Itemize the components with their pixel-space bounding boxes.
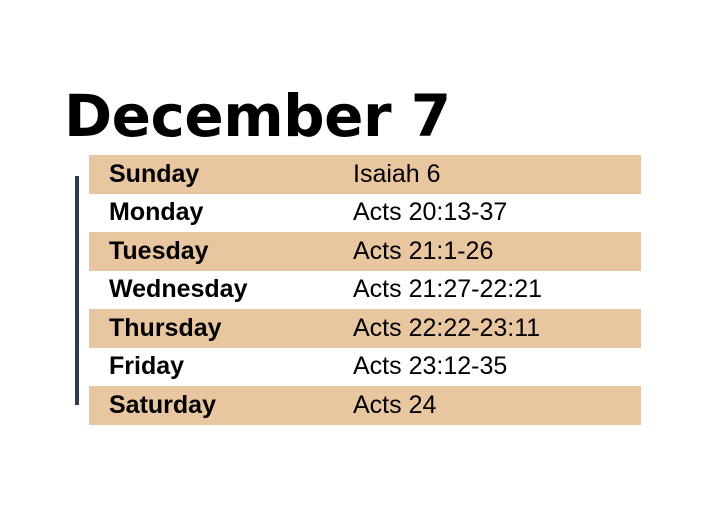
reading-cell: Acts 20:13-37 <box>353 198 508 227</box>
table-row: Tuesday Acts 21:1-26 <box>89 232 641 271</box>
reading-cell: Isaiah 6 <box>353 159 441 188</box>
table-row: Saturday Acts 24 <box>89 386 641 425</box>
day-cell: Sunday <box>109 159 200 188</box>
table-row: Thursday Acts 22:22-23:11 <box>89 309 641 348</box>
reading-cell: Acts 21:27-22:21 <box>353 275 543 304</box>
day-cell: Friday <box>109 352 185 381</box>
reading-schedule-table: Sunday Isaiah 6 Monday Acts 20:13-37 Tuesd… <box>89 155 641 425</box>
table-row: Monday Acts 20:13-37 <box>89 194 641 233</box>
reading-cell: Acts 22:22-23:11 <box>353 313 541 342</box>
reading-cell: Acts 21:1-26 <box>353 236 494 265</box>
day-cell: Saturday <box>109 390 216 419</box>
reading-cell: Acts 24 <box>353 390 437 419</box>
day-cell: Monday <box>109 198 204 227</box>
day-cell: Thursday <box>109 313 222 342</box>
day-cell: Wednesday <box>109 275 248 304</box>
table-row: Sunday Isaiah 6 <box>89 155 641 194</box>
page-title: December 7 <box>64 82 451 150</box>
reading-cell: Acts 23:12-35 <box>353 352 508 381</box>
table-row: Friday Acts 23:12-35 <box>89 348 641 387</box>
table-row: Wednesday Acts 21:27-22:21 <box>89 271 641 310</box>
accent-bar <box>75 176 79 405</box>
day-cell: Tuesday <box>109 236 209 265</box>
